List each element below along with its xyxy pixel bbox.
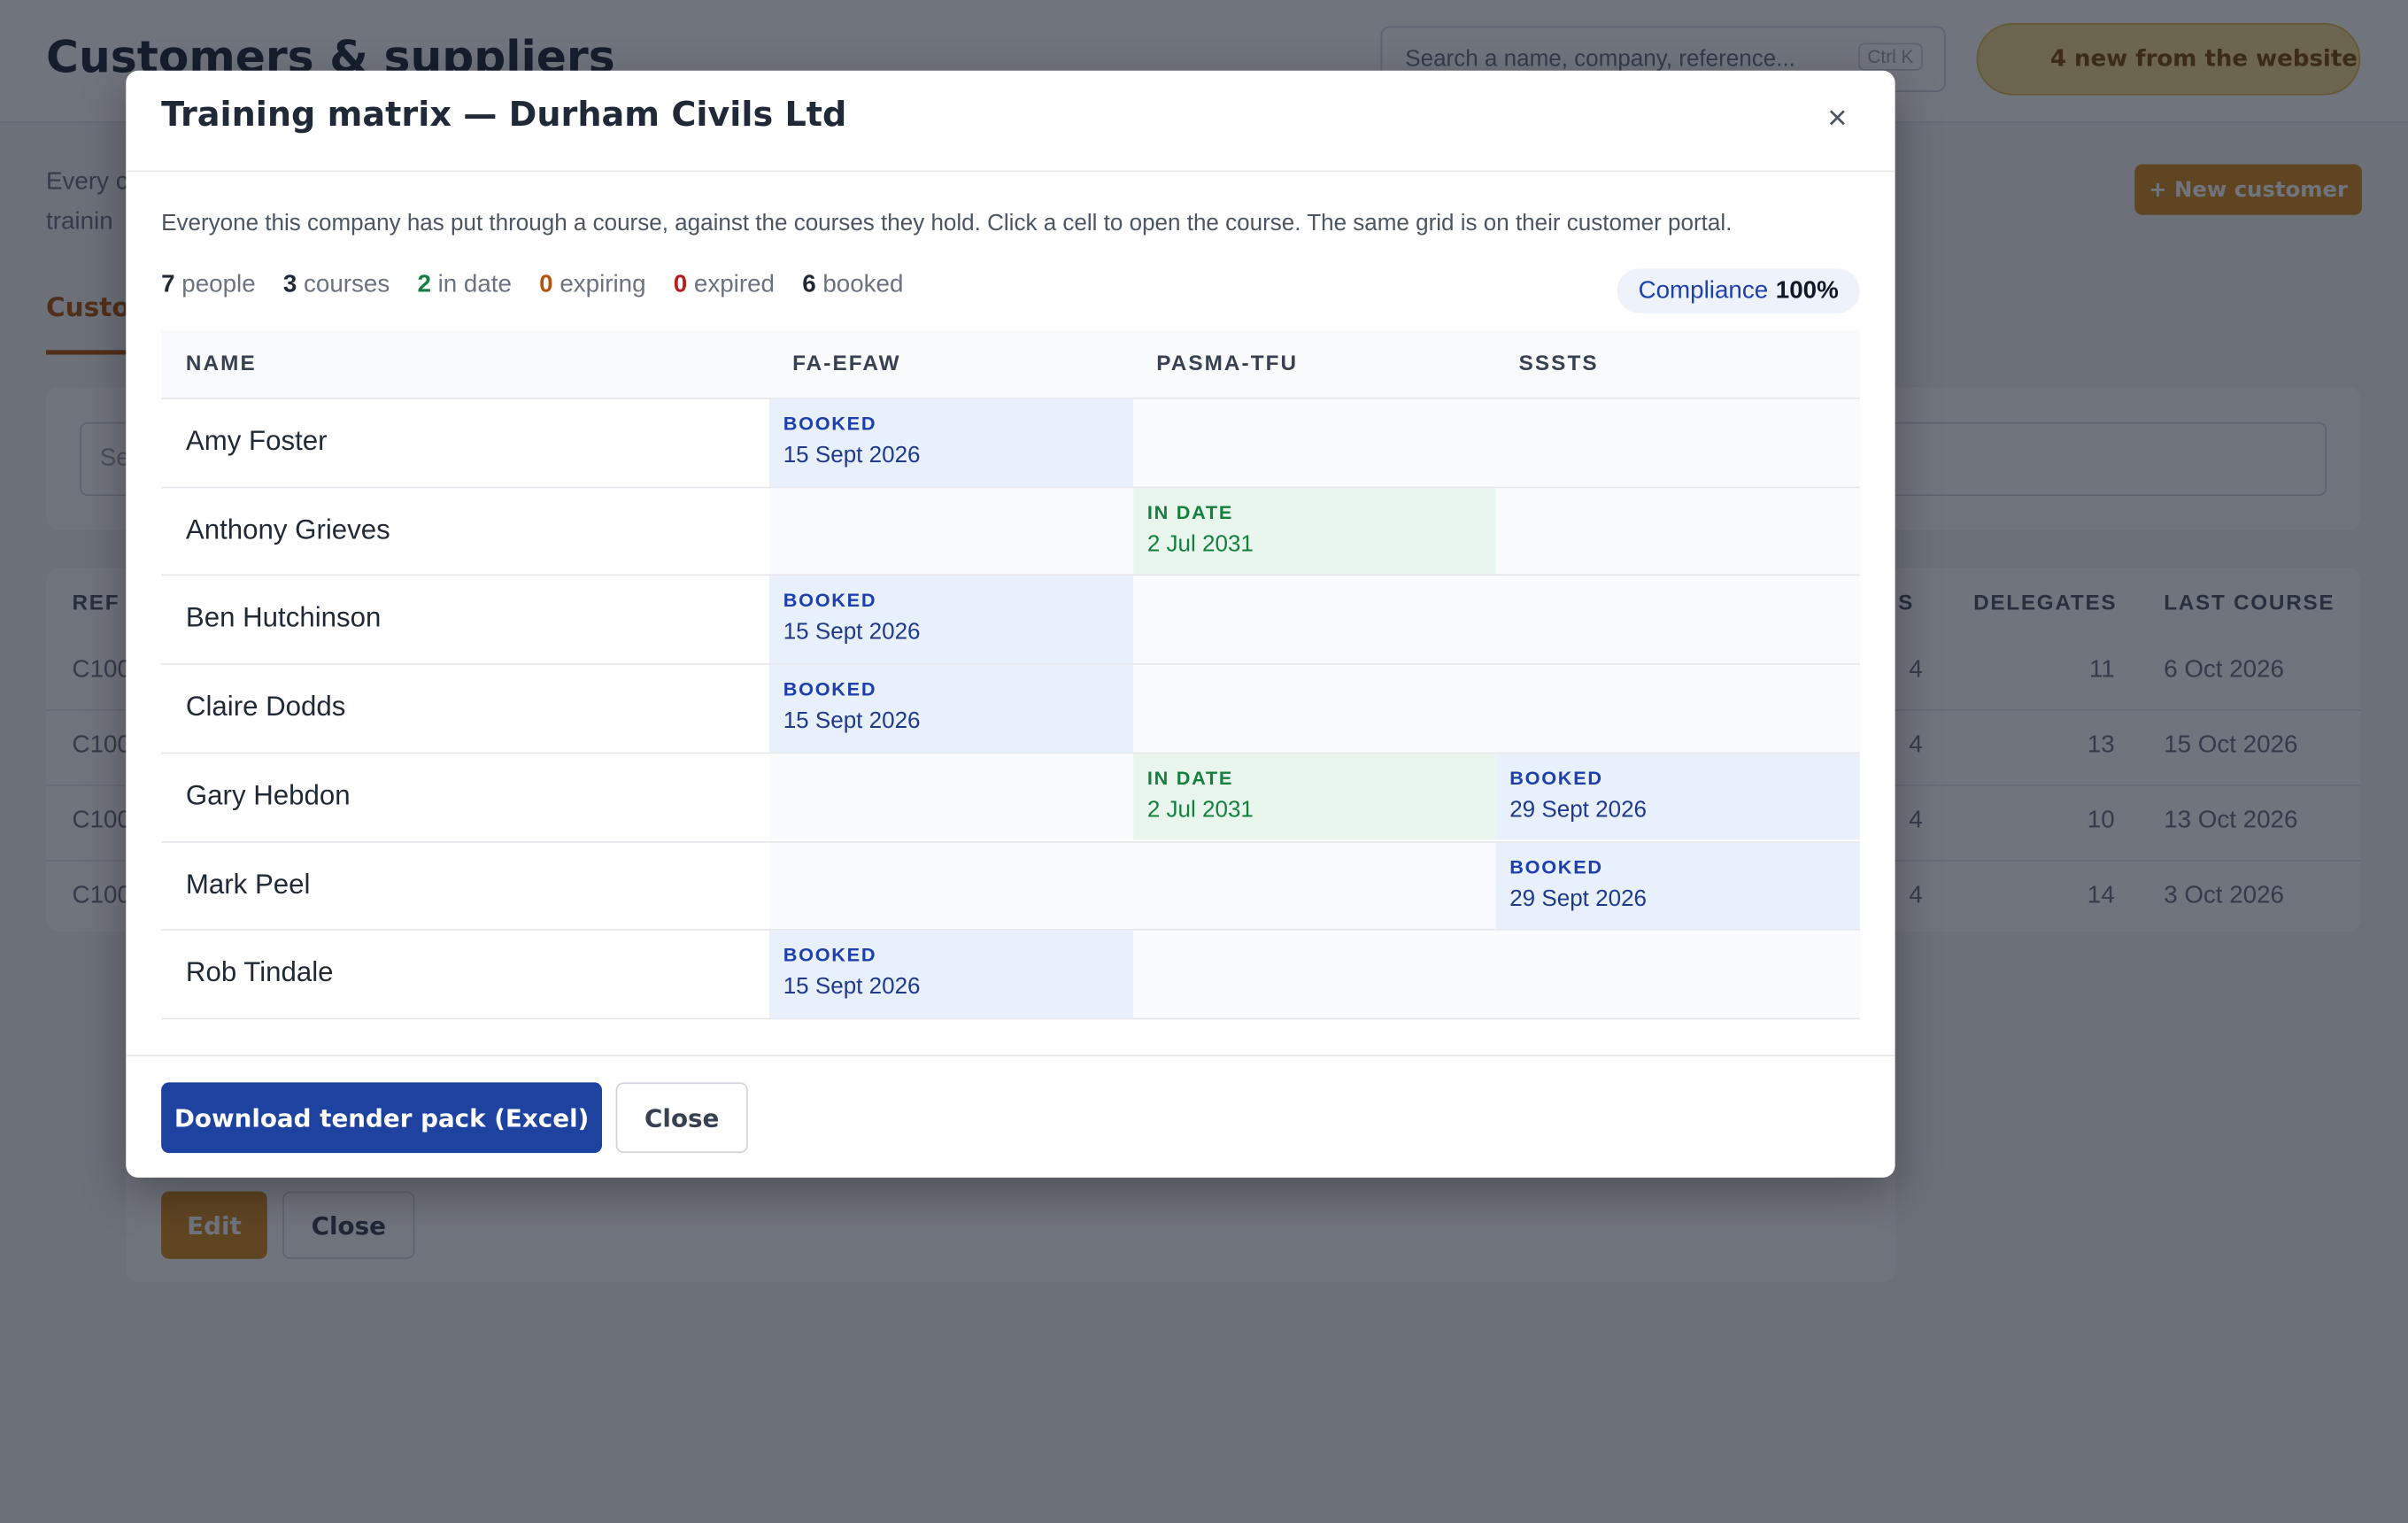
matrix-cell[interactable]: [1133, 753, 1496, 841]
matrix-cell[interactable]: [1495, 842, 1860, 930]
stat-value: 2: [417, 271, 431, 298]
cell-date: 15 Sept 2026: [783, 707, 921, 734]
cell-date: 15 Sept 2026: [783, 973, 921, 1001]
matrix-cell[interactable]: [1495, 664, 1860, 753]
stat-value: 6: [802, 271, 816, 298]
stat: 6 booked: [802, 272, 903, 299]
stat: 2 in date: [417, 272, 511, 299]
modal-title: Training matrix — Durham Civils Ltd: [161, 97, 847, 135]
person-name: Gary Hebdon: [185, 779, 351, 811]
divider: [126, 170, 1895, 173]
matrix-cell[interactable]: [769, 664, 1134, 753]
cell-status: BOOKED: [1509, 767, 1603, 789]
matrix-cell[interactable]: [769, 487, 1134, 576]
matrix-cell[interactable]: [769, 576, 1134, 664]
description: Everyone this company has put through a …: [161, 210, 1733, 237]
cell-status: IN DATE: [1146, 501, 1234, 523]
cell-date: 29 Sept 2026: [1509, 796, 1648, 823]
matrix-cell[interactable]: [1495, 576, 1860, 664]
matrix-cell[interactable]: [1133, 487, 1496, 576]
person-name: Amy Foster: [185, 425, 328, 456]
row-divider: [161, 752, 1860, 754]
column-header: PASMA-TFU: [1156, 350, 1299, 375]
stat-value: 3: [282, 271, 297, 298]
matrix-cell[interactable]: [769, 398, 1134, 487]
stat-label: courses: [297, 271, 390, 298]
close-button[interactable]: Close: [615, 1082, 748, 1154]
row-divider: [161, 398, 1860, 399]
cell-status: BOOKED: [1509, 855, 1603, 877]
stat: 0 expiring: [539, 272, 645, 299]
matrix-cell[interactable]: [1133, 931, 1496, 1018]
cell-date: 2 Jul 2031: [1146, 530, 1254, 557]
stat: 0 expired: [674, 272, 775, 299]
matrix-cell[interactable]: [769, 931, 1134, 1018]
stat-label: booked: [815, 271, 904, 298]
matrix-cell[interactable]: [1133, 576, 1496, 664]
close-icon[interactable]: ×: [1827, 97, 1848, 137]
row-divider: [161, 1017, 1860, 1020]
stat-label: expired: [687, 271, 775, 298]
person-name: Mark Peel: [185, 868, 311, 900]
row-divider: [161, 486, 1860, 488]
row-divider: [161, 929, 1860, 932]
stat-label: people: [174, 271, 256, 298]
matrix-cell[interactable]: [1495, 487, 1860, 576]
stat-value: 0: [539, 271, 553, 298]
cell-status: IN DATE: [1146, 767, 1234, 789]
matrix-cell[interactable]: [1495, 753, 1860, 841]
cell-date: 29 Sept 2026: [1509, 885, 1648, 912]
matrix-cell[interactable]: [1495, 931, 1860, 1018]
column-header: SSSTS: [1518, 350, 1599, 375]
cell-date: 15 Sept 2026: [783, 442, 921, 468]
matrix-cell[interactable]: [769, 753, 1134, 841]
person-name: Anthony Grieves: [185, 514, 390, 545]
stat-label: expiring: [552, 271, 646, 298]
compliance-pill: Compliance 100%: [1617, 268, 1860, 313]
stat: 7 people: [161, 272, 256, 299]
row-divider: [161, 575, 1860, 576]
stats: 7 people 3 courses 2 in date 0 expiring 0 ex…: [161, 272, 903, 299]
cell-status: BOOKED: [783, 590, 877, 612]
stat-value: 7: [161, 271, 175, 298]
compliance-value: 100%: [1775, 276, 1839, 304]
stat-value: 0: [673, 271, 688, 298]
table-header: [161, 329, 1860, 398]
stat: 3 courses: [283, 272, 390, 299]
person-name: Rob Tindale: [185, 956, 334, 988]
person-name: Ben Hutchinson: [185, 602, 382, 634]
cell-status: BOOKED: [783, 678, 877, 700]
compliance-label: Compliance: [1638, 276, 1769, 304]
download-button[interactable]: Download tender pack (Excel): [161, 1082, 603, 1154]
row-divider: [161, 663, 1860, 665]
person-name: Claire Dodds: [185, 691, 346, 723]
divider: [126, 1055, 1895, 1056]
matrix-cell[interactable]: [1133, 842, 1496, 930]
cell-date: 2 Jul 2031: [1146, 796, 1254, 823]
column-header: FA-EFAW: [792, 350, 901, 375]
cell-status: BOOKED: [783, 944, 877, 966]
cell-status: BOOKED: [783, 413, 877, 435]
matrix-cell[interactable]: [1133, 398, 1496, 487]
column-header: NAME: [185, 350, 257, 375]
matrix-cell[interactable]: [769, 842, 1134, 930]
matrix-cell[interactable]: [1133, 664, 1496, 753]
row-divider: [161, 840, 1860, 843]
stat-label: in date: [430, 271, 512, 298]
matrix-cell[interactable]: [1495, 398, 1860, 487]
cell-date: 15 Sept 2026: [783, 619, 921, 646]
